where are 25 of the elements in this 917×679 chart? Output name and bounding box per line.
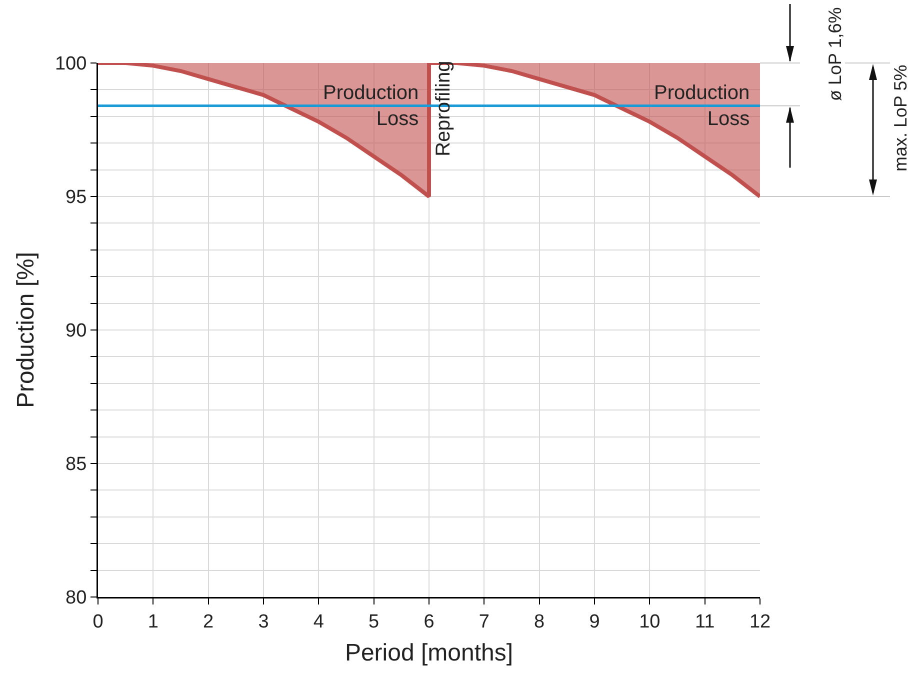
x-tick-label: 5 [368, 611, 380, 632]
x-axis-title: Period [months] [344, 639, 514, 666]
x-tick-label: 8 [534, 611, 545, 632]
x-tick-label: 12 [749, 611, 771, 632]
annotation: Reprofiling [432, 60, 455, 156]
x-tick-label: 3 [258, 611, 269, 632]
x-tick-label: 11 [694, 611, 715, 632]
x-tick-label: 6 [424, 611, 434, 632]
y-tick-label: 85 [66, 454, 87, 476]
y-tick-label: 90 [66, 320, 87, 342]
text: ø LoP 1,6% [825, 7, 845, 101]
x-tick-label: 2 [203, 611, 214, 632]
y-tick-label: 80 [66, 588, 87, 609]
y-tick-label: 95 [66, 187, 87, 208]
y-axis-title: Production [%] [12, 252, 40, 408]
x-tick-label: 1 [148, 611, 158, 632]
x-tick-label: 7 [478, 611, 490, 632]
text: max. LoP 5% [890, 64, 910, 172]
annotation: Production Loss [654, 82, 750, 130]
x-tick-label: 9 [589, 611, 600, 632]
annotation: Production Loss [323, 82, 419, 130]
x-tick-label: 0 [92, 611, 104, 632]
y-tick-label: 100 [54, 54, 87, 75]
x-tick-label: 10 [639, 611, 660, 632]
x-tick-label: 4 [313, 611, 324, 632]
